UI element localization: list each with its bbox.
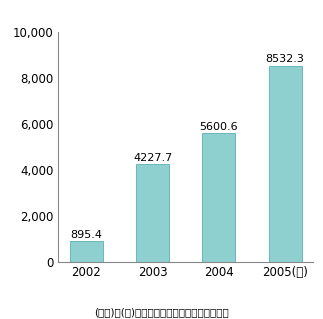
Text: 4227.7: 4227.7 xyxy=(133,153,172,163)
Text: 5600.6: 5600.6 xyxy=(200,122,238,131)
Text: 895.4: 895.4 xyxy=(70,230,102,240)
Text: 8532.3: 8532.3 xyxy=(266,54,305,64)
Text: (出典)　(社)　日本自動認識システム協会資料: (出典) (社) 日本自動認識システム協会資料 xyxy=(94,308,229,317)
Bar xyxy=(70,241,103,262)
Bar xyxy=(136,165,169,262)
Bar xyxy=(202,133,235,262)
Bar xyxy=(268,66,302,262)
